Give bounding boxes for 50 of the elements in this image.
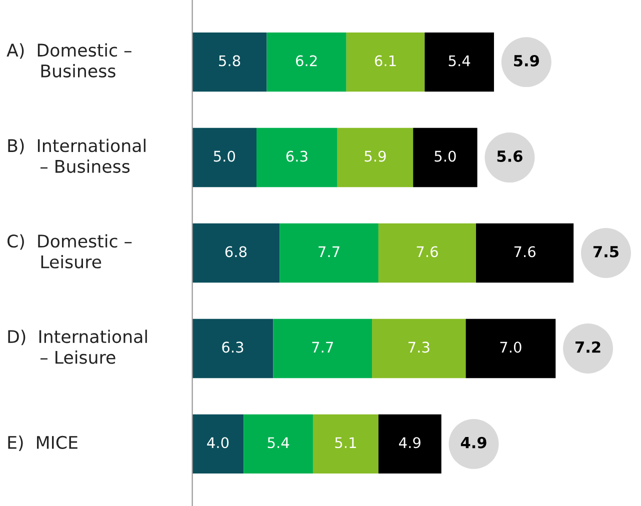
bar: [192, 318, 274, 378]
y-tick-label: E) MICE: [8, 436, 78, 452]
bar: [256, 128, 338, 188]
data-label: 6.1: [374, 55, 396, 66]
bar: [466, 318, 556, 378]
bar: [424, 32, 494, 92]
bar: [346, 32, 425, 92]
data-label: 6.2: [296, 55, 317, 66]
bar: [378, 414, 442, 474]
y-tick-label: A) Domestic – Business: [6, 43, 132, 78]
bar: [372, 318, 466, 378]
data-label: 7.6: [514, 246, 536, 258]
y-tick-label: C) Domestic – Leisure: [8, 234, 132, 268]
bar: [413, 128, 478, 188]
data-label: 5.0: [434, 150, 456, 162]
text: 7.2: [576, 341, 600, 353]
annotation: 4.9: [460, 436, 486, 448]
data-label: 5.8: [219, 55, 240, 66]
data-label: 7.7: [312, 342, 333, 352]
bar: [312, 414, 378, 474]
data-label: 7.3: [408, 342, 430, 353]
annotation: 5.6: [497, 150, 522, 162]
bar: [244, 414, 313, 474]
data-label: 4.0: [207, 437, 229, 448]
bar: [192, 128, 256, 188]
bar: [337, 128, 414, 188]
data-label: 5.4: [268, 437, 290, 448]
bar: [266, 32, 346, 92]
text: 7.5: [593, 246, 618, 258]
bar: [273, 318, 372, 378]
bar: [280, 223, 378, 283]
bar: [476, 223, 574, 283]
data-label: 7.6: [416, 246, 438, 258]
data-label: 5.0: [214, 150, 236, 162]
data-label: 5.9: [364, 150, 386, 162]
y-tick-label: D) International – Leisure: [8, 330, 147, 364]
data-label: 7.0: [500, 342, 522, 353]
data-label: 5.4: [448, 55, 470, 66]
data-label: 5.1: [335, 437, 356, 448]
data-label: 6.3: [222, 342, 244, 353]
data-label: 4.9: [399, 437, 420, 448]
y-tick-label: B) International – Business: [8, 138, 146, 173]
bar: [192, 32, 267, 92]
data-label: 6.8: [225, 246, 247, 258]
bar: [378, 223, 476, 283]
data-label: 7.7: [318, 246, 340, 258]
data-label: 6.3: [286, 150, 308, 162]
annotation: 5.9: [514, 54, 539, 66]
bar: [192, 414, 244, 474]
bar: [192, 223, 280, 283]
